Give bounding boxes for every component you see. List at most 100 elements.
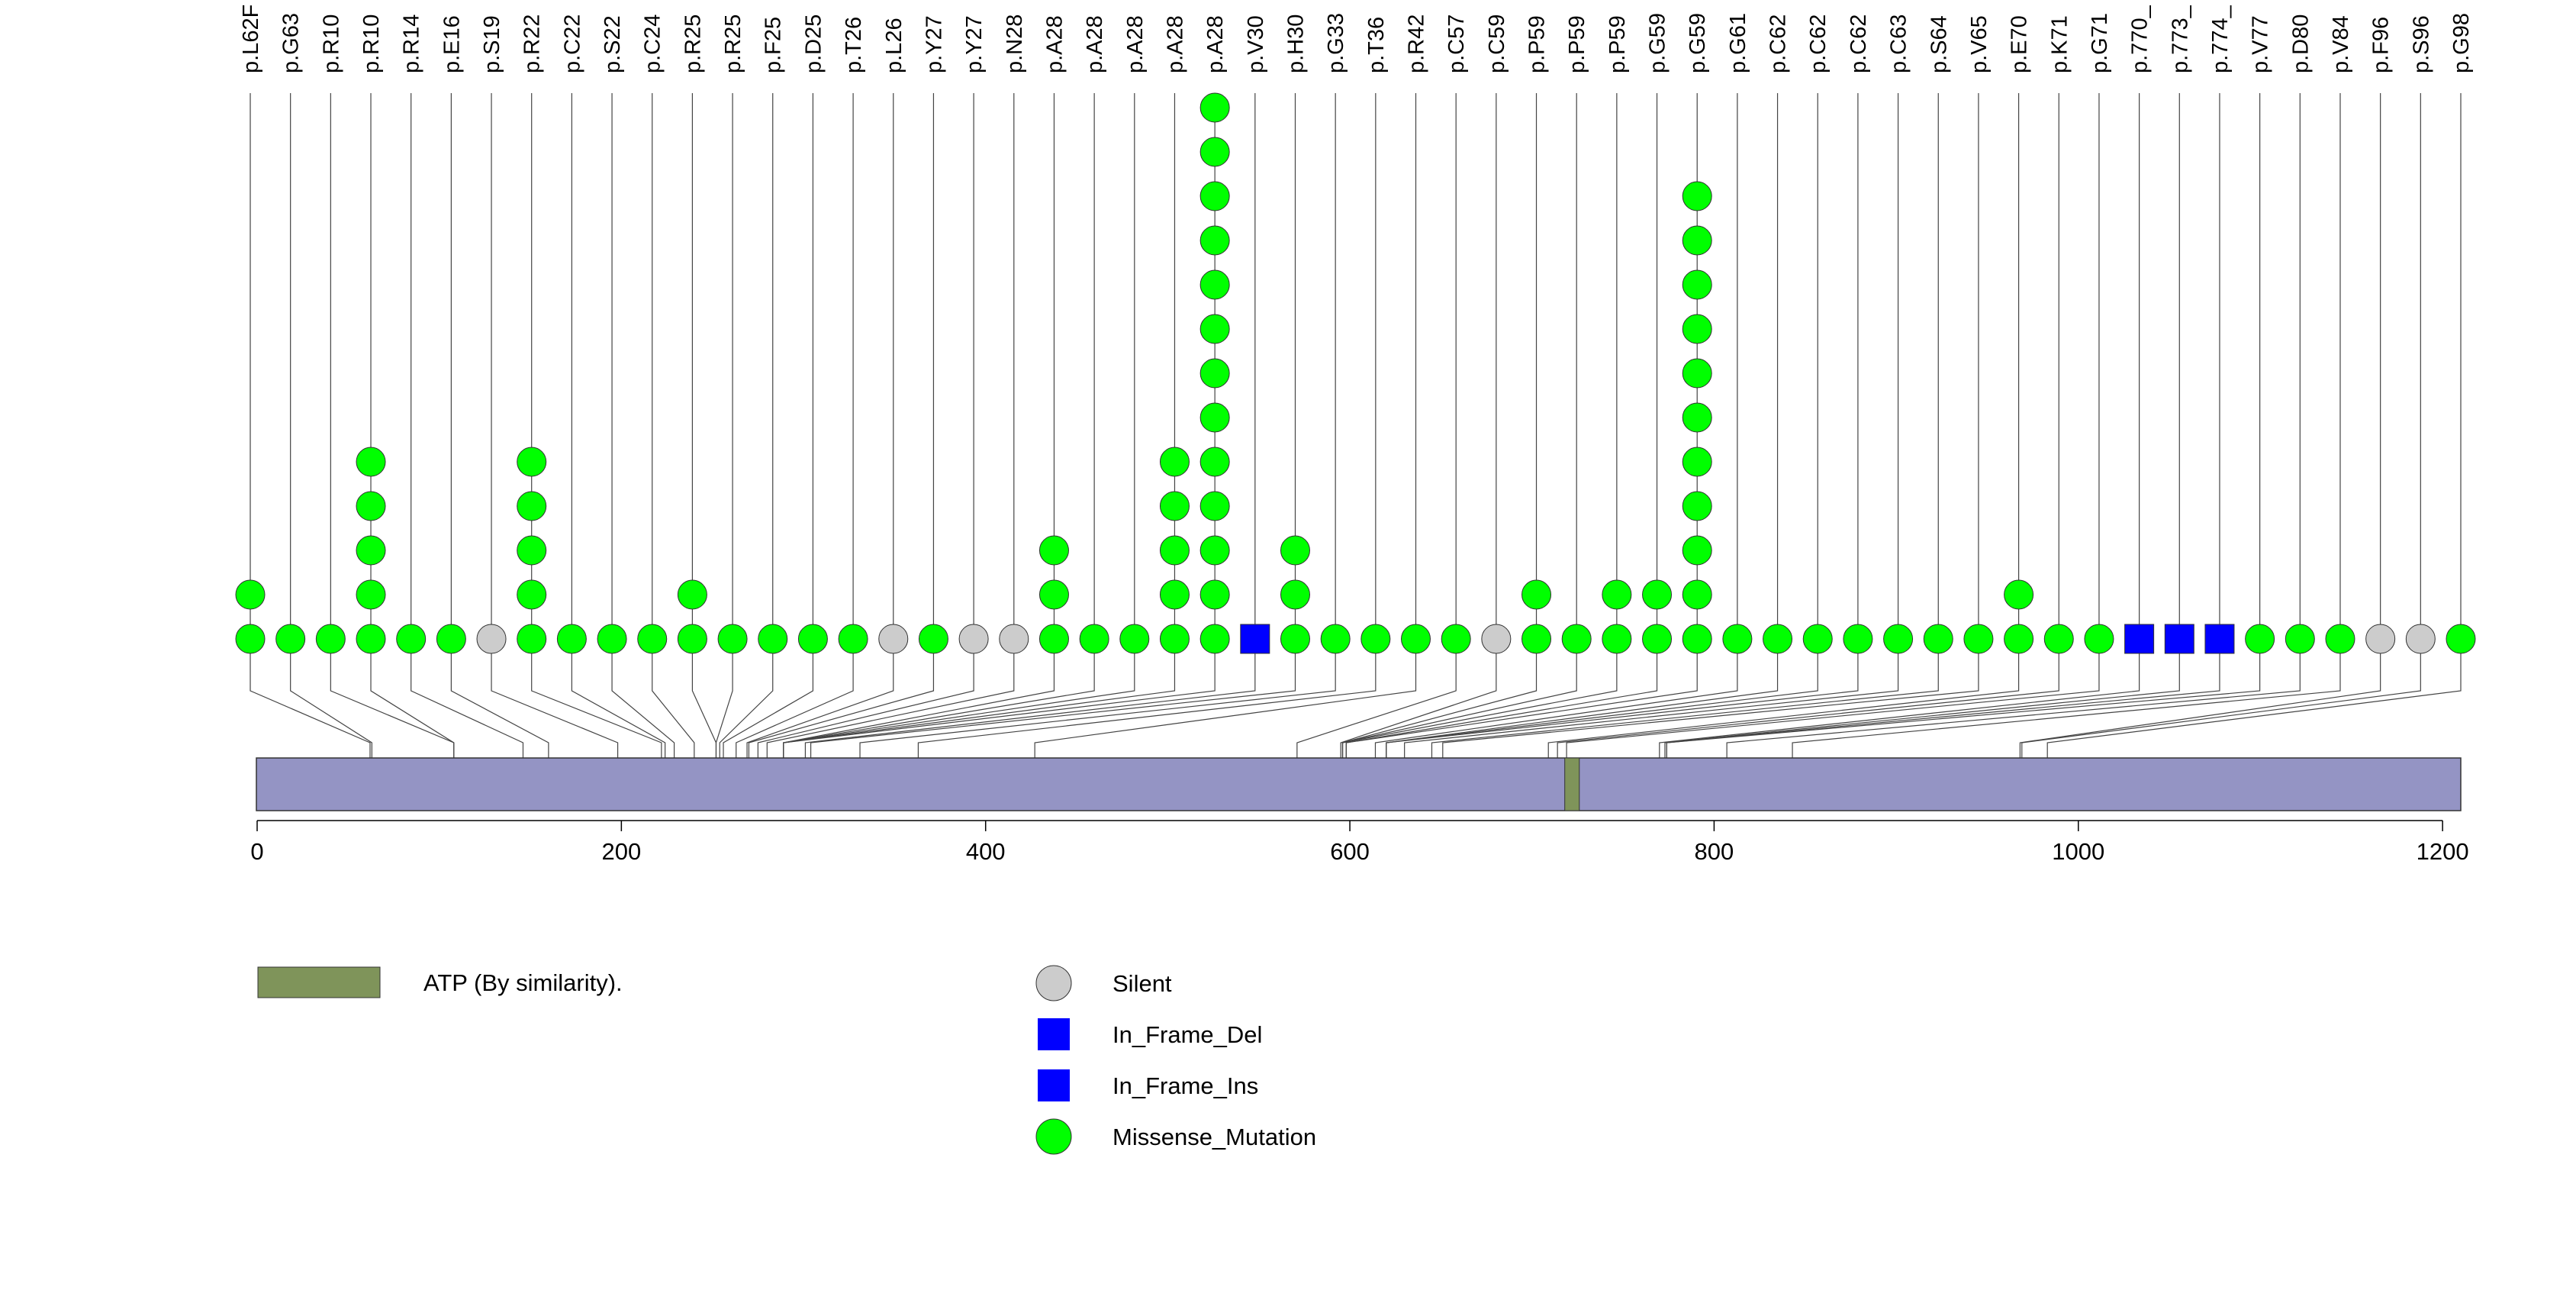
- mutation-lollipop: p.C62: [1386, 15, 1873, 811]
- mutation-label: p.C22: [560, 15, 584, 73]
- mutation-lollipop: p.P59: [1341, 15, 1632, 811]
- mutation-stem: [1792, 93, 2341, 811]
- x-tick-label: 1200: [2417, 838, 2469, 865]
- mutation-lollipop: p.G63: [275, 13, 372, 811]
- mutation-marker: [1682, 402, 1712, 433]
- mutation-stem: [691, 93, 717, 811]
- mutation-marker: [999, 624, 1029, 654]
- mutation-label: p.H30: [1283, 15, 1308, 73]
- mutation-label: p.R14: [400, 15, 424, 73]
- x-tick-label: 200: [601, 838, 641, 865]
- mutation-marker: [356, 579, 386, 610]
- legend-item-domain: ATP (By similarity).: [257, 966, 623, 998]
- mutation-lollipop: p.774_: [1666, 5, 2235, 811]
- mutation-marker: [1079, 624, 1109, 654]
- mutation-label: p.R22: [520, 15, 545, 73]
- legend-swatch: [257, 966, 381, 998]
- mutation-marker: [1602, 624, 1632, 654]
- mutation-marker: [1199, 314, 1230, 344]
- mutation-label: p.L62F: [239, 5, 263, 73]
- mutation-label: p.774_: [2208, 5, 2233, 73]
- mutation-marker: [1521, 579, 1552, 610]
- mutation-marker: [517, 579, 547, 610]
- legend-swatch: [1035, 965, 1072, 1001]
- mutation-lollipop: p.T36: [917, 17, 1391, 811]
- legend-label: ATP (By similarity).: [423, 969, 623, 996]
- mutation-marker: [1199, 579, 1230, 610]
- mutation-marker: [1280, 535, 1310, 566]
- mutation-marker: [1360, 624, 1391, 654]
- mutation-marker: [356, 624, 386, 654]
- mutation-lollipop: p.A28: [783, 15, 1230, 811]
- mutation-marker: [677, 579, 707, 610]
- mutation-lollipop: p.C22: [556, 15, 666, 811]
- mutation-label: p.C62: [1847, 15, 1871, 73]
- mutation-marker: [1038, 579, 1069, 610]
- mutation-lollipop: p.P59: [1341, 15, 1592, 811]
- mutation-marker: [1521, 624, 1552, 654]
- mutation-marker: [918, 624, 948, 654]
- mutation-label: p.G98: [2449, 13, 2474, 73]
- mutation-stem: [611, 93, 675, 811]
- atp-domain: [1564, 757, 1580, 811]
- mutation-label: p.A28: [1083, 15, 1107, 73]
- mutation-lollipop: p.R22: [517, 15, 662, 811]
- mutation-lollipop: p.H30: [810, 15, 1310, 811]
- mutation-marker: [1481, 624, 1512, 654]
- mutation-stem: [2046, 93, 2462, 811]
- mutation-marker: [235, 579, 266, 610]
- mutation-marker: [2365, 624, 2396, 654]
- mutation-lollipop: p.A28: [783, 15, 1109, 811]
- mutation-label: p.R10: [319, 15, 343, 73]
- mutation-marker: [1843, 624, 1873, 654]
- mutation-label: p.Y27: [962, 15, 987, 73]
- mutation-stem: [1664, 93, 2180, 811]
- mutation-stem: [1666, 93, 2261, 811]
- mutation-label: p.C57: [1444, 15, 1469, 73]
- mutation-label: p.P59: [1525, 15, 1550, 73]
- mutation-marker: [2325, 624, 2355, 654]
- mutation-marker: [1682, 225, 1712, 256]
- mutation-lollipop: p.R10: [356, 15, 455, 811]
- mutation-marker: [1682, 624, 1712, 654]
- mutation-marker: [1159, 491, 1190, 521]
- mutation-marker: [1199, 181, 1230, 211]
- mutation-label: p.S19: [480, 15, 504, 73]
- mutation-label: p.770_: [2128, 5, 2153, 73]
- mutation-lollipop: p.P59: [1341, 15, 1552, 811]
- mutation-label: p.Y27: [922, 15, 946, 73]
- mutation-label: p.G59: [1686, 13, 1710, 73]
- mutation-lollipop: p.V65: [1442, 15, 1994, 811]
- mutation-marker: [2004, 624, 2034, 654]
- legend-label: Silent: [1113, 970, 1172, 997]
- mutation-lollipop: p.Y27: [757, 15, 989, 811]
- mutation-marker: [436, 624, 466, 654]
- mutation-label: p.R42: [1405, 15, 1429, 73]
- mutation-label: p.F96: [2369, 17, 2394, 73]
- mutation-marker: [1280, 624, 1310, 654]
- mutation-marker: [275, 624, 306, 654]
- mutation-marker: [2285, 624, 2315, 654]
- mutation-marker: [2204, 624, 2235, 654]
- mutation-lollipop: p.R14: [396, 15, 524, 811]
- mutation-marker: [758, 624, 788, 654]
- mutation-stem: [1341, 93, 1618, 811]
- mutation-marker: [517, 624, 547, 654]
- mutation-label: p.R25: [681, 15, 705, 73]
- mutation-marker: [1199, 535, 1230, 566]
- mutation-lollipop: p.F25: [719, 17, 788, 811]
- mutation-stem: [719, 93, 774, 811]
- mutation-marker: [1038, 535, 1069, 566]
- mutation-lollipop: p.L62F: [235, 5, 371, 811]
- mutation-stem: [491, 93, 619, 811]
- mutation-label: p.N28: [1003, 15, 1027, 73]
- mutation-lollipop: p.R25: [677, 15, 717, 811]
- mutation-label: p.V84: [2329, 15, 2353, 73]
- mutation-marker: [1320, 624, 1351, 654]
- mutation-stem: [723, 93, 814, 811]
- mutation-marker: [1682, 269, 1712, 300]
- mutation-label: p.A28: [1163, 15, 1187, 73]
- mutation-label: p.V65: [1967, 15, 1992, 73]
- mutation-marker: [1561, 624, 1592, 654]
- mutation-lollipop: p.770_: [1659, 5, 2155, 811]
